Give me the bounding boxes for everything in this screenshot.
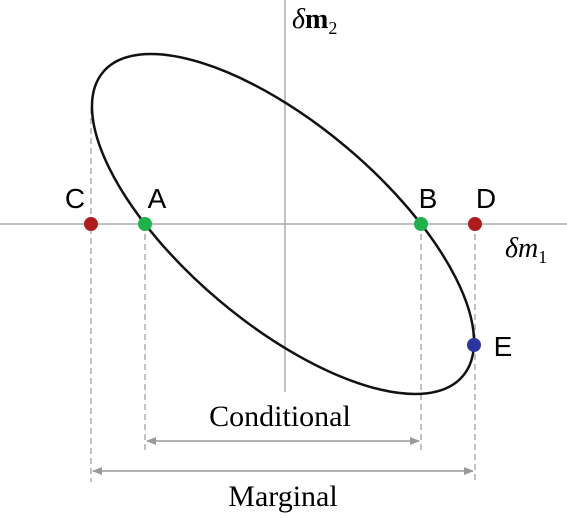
point [468, 217, 482, 231]
point-label: E [494, 331, 513, 362]
point-label: B [419, 183, 438, 214]
vertical-axis-label: δm2 [292, 4, 337, 38]
conditional-label: Conditional [209, 400, 351, 433]
point [414, 217, 428, 231]
subscript: 2 [328, 18, 337, 38]
symbol: δ [292, 4, 306, 35]
variable: m [305, 4, 328, 35]
symbol: δ [505, 233, 519, 264]
point [138, 217, 152, 231]
point-label: A [148, 183, 167, 214]
point-label: D [476, 183, 496, 214]
ellipse [90, 52, 476, 396]
point [84, 217, 98, 231]
subscript: 1 [538, 247, 547, 267]
horizontal-axis-label: δm1 [505, 233, 547, 267]
variable: m [518, 233, 538, 264]
point [467, 338, 481, 352]
marginal-label: Marginal [228, 480, 337, 513]
point-label: C [65, 183, 85, 214]
